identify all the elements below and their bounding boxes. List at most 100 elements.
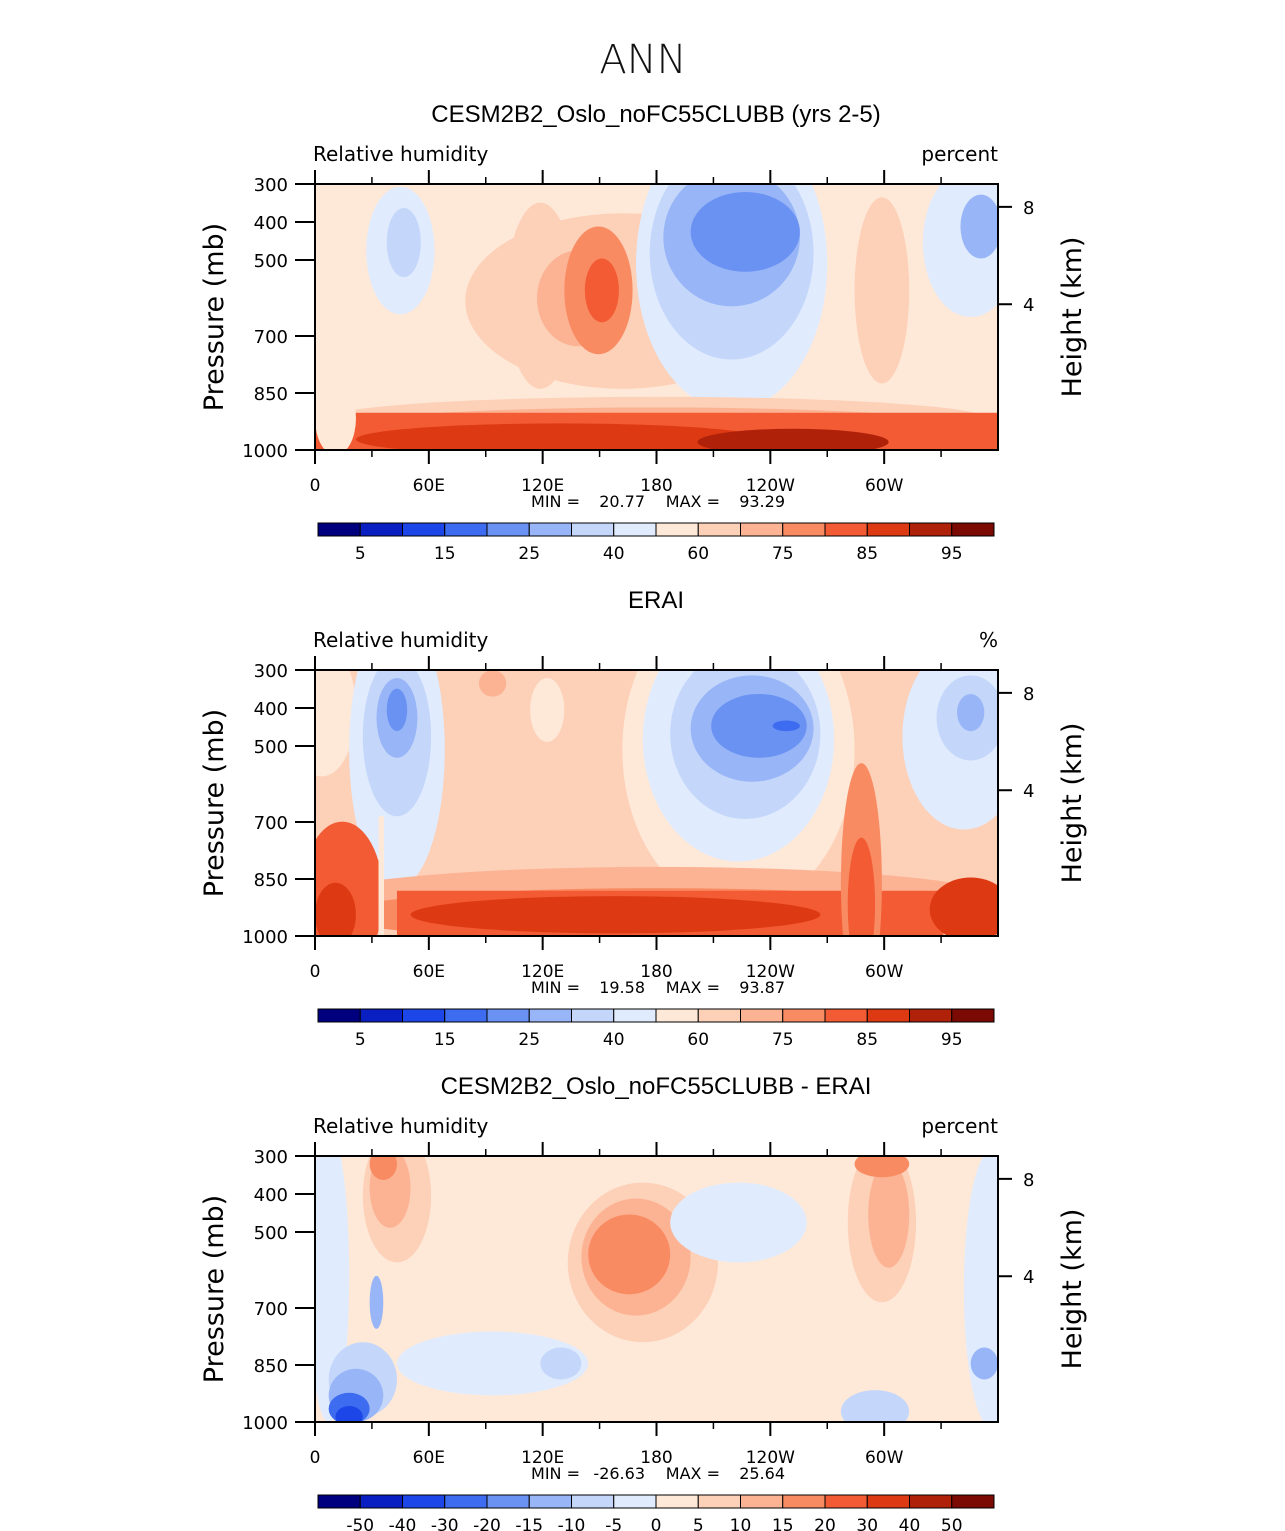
x-tick-label: 60E [413, 962, 445, 982]
panel-title: CESM2B2_Oslo_noFC55CLUBB (yrs 2-5) [431, 101, 881, 128]
colorbar-swatch [655, 1494, 699, 1509]
colorbar-swatch [909, 522, 953, 537]
max-label: MAX = [666, 978, 720, 997]
y-tick-label: 500 [254, 737, 288, 758]
colorbar-swatch [951, 522, 995, 537]
y2-tick-label: 8 [1023, 684, 1034, 705]
contour-band [315, 882, 356, 936]
x-tick-label: 60W [865, 476, 904, 496]
colorbar-swatch [951, 1494, 995, 1509]
x-tick-label: 180 [640, 476, 672, 496]
units-label: percent [921, 1114, 998, 1138]
figure-title: ANN [599, 37, 686, 83]
contour-band [868, 1161, 910, 1268]
colorbar-swatch [824, 1008, 868, 1023]
colorbar-swatch [866, 1008, 910, 1023]
colorbar-swatch [697, 1494, 741, 1509]
contour-band [356, 423, 766, 450]
colorbar-swatch [317, 1008, 361, 1023]
panel-title: ERAI [628, 587, 684, 614]
colorbar-tick-label: 5 [693, 1516, 704, 1531]
colorbar-swatch [782, 1008, 826, 1023]
colorbar-swatch [317, 1494, 361, 1509]
colorbar-swatch [444, 1494, 488, 1509]
variable-label: Relative humidity [313, 142, 488, 166]
units-label: % [979, 628, 998, 652]
y-tick-label: 1000 [242, 441, 288, 462]
y-tick-label: 1000 [242, 1413, 288, 1434]
y-axis-label: Pressure (mb) [199, 709, 230, 897]
colorbar-swatch [824, 1494, 868, 1509]
y-tick-label: 700 [254, 813, 288, 834]
colorbar-tick-label: 25 [518, 544, 540, 564]
y2-axis-label: Height (km) [1057, 1209, 1088, 1370]
panel-2: ERAI Relative humidity % 0 60E 120E 180 120W 60W… [199, 587, 1088, 1050]
max-label: MAX = [666, 492, 720, 511]
colorbar-swatch [317, 522, 361, 537]
contour-band [386, 688, 408, 732]
contour-band [690, 191, 800, 272]
colorbar-swatch [528, 1494, 572, 1509]
y-tick-label: 400 [254, 699, 288, 720]
colorbar-swatch [866, 522, 910, 537]
colorbar-tick-label: -5 [605, 1516, 622, 1531]
colorbar-swatch [782, 1494, 826, 1509]
colorbar-swatch [359, 1008, 403, 1023]
contour-band [410, 896, 821, 934]
contour-band [854, 1156, 910, 1178]
contour-band [854, 197, 910, 384]
x-tick-label: 0 [310, 1448, 321, 1468]
colorbar-tick-label: -30 [431, 1516, 459, 1531]
colorbar-tick-label: 25 [518, 1030, 540, 1050]
colorbar-tick-label: 75 [772, 544, 794, 564]
x-tick-label: 180 [640, 962, 672, 982]
y-tick-label: 1000 [242, 927, 288, 948]
colorbar-tick-label: 5 [355, 544, 366, 564]
contour-band [957, 693, 985, 732]
colorbar-swatch [486, 1494, 530, 1509]
contour-band [386, 207, 421, 278]
contour-band [478, 670, 507, 697]
contour-band [378, 816, 384, 936]
colorbar-tick-label: 20 [814, 1516, 836, 1531]
contour-band [396, 1331, 589, 1396]
colorbar-swatch [402, 1008, 446, 1023]
colorbar-swatch [740, 1494, 784, 1509]
colorbar-swatch [486, 1008, 530, 1023]
y-tick-label: 300 [254, 661, 288, 682]
y-tick-label: 300 [254, 1147, 288, 1168]
colorbar-swatch [613, 1008, 657, 1023]
x-tick-label: 180 [640, 1448, 672, 1468]
y-tick-label: 300 [254, 175, 288, 196]
colorbar-swatch [782, 522, 826, 537]
contour-field [315, 670, 998, 936]
colorbar-tick-label: 15 [434, 1030, 456, 1050]
colorbar-swatch [486, 522, 530, 537]
y-axis-label: Pressure (mb) [199, 1195, 230, 1383]
y-tick-label: 700 [254, 327, 288, 348]
colorbar-tick-label: 60 [687, 1030, 709, 1050]
colorbar-tick-label: 50 [941, 1516, 963, 1531]
colorbar-tick-label: -10 [558, 1516, 586, 1531]
min-value: -26.63 [593, 1464, 645, 1483]
colorbar-tick-label: 85 [856, 544, 878, 564]
colorbar-swatch [528, 522, 572, 537]
colorbar-tick-label: 85 [856, 1030, 878, 1050]
colorbar-tick-label: 0 [651, 1516, 662, 1531]
colorbar: 5 15 25 40 60 75 85 95 [317, 522, 995, 564]
colorbar-swatch [740, 1008, 784, 1023]
y2-tick-label: 4 [1023, 1267, 1034, 1288]
y-tick-label: 850 [254, 1356, 288, 1377]
contour-band [847, 837, 876, 936]
min-label: MIN = [531, 1464, 580, 1483]
colorbar-swatch [740, 522, 784, 537]
x-tick-label: 120E [521, 1448, 564, 1468]
colorbar-swatch [824, 522, 868, 537]
contour-band [369, 1275, 384, 1329]
panel-3: CESM2B2_Oslo_noFC55CLUBB - ERAI Relative … [199, 1073, 1088, 1531]
colorbar-tick-label: 5 [355, 1030, 366, 1050]
colorbar-tick-label: 95 [941, 1030, 963, 1050]
min-label: MIN = [531, 978, 580, 997]
contour-band [697, 428, 889, 450]
